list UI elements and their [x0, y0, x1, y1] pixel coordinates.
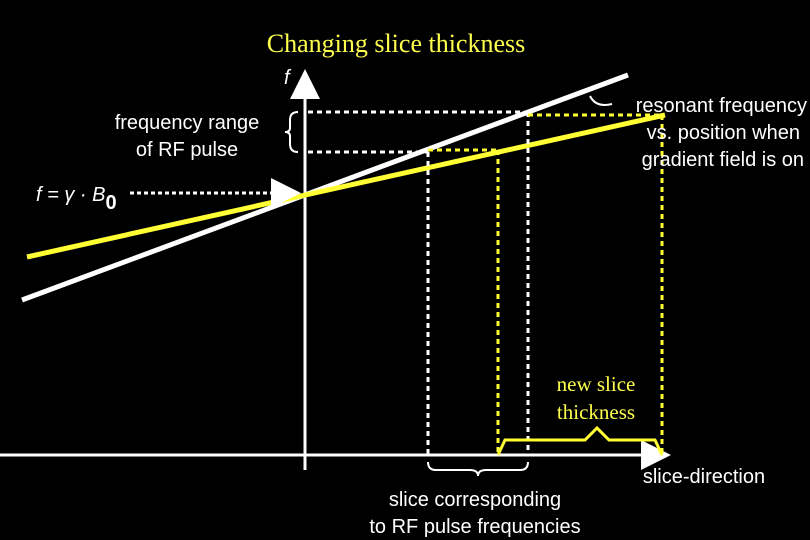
brace-slice	[427, 461, 529, 477]
title: Changing slice thickness	[267, 29, 526, 58]
slice-label: to RF pulse frequencies	[369, 516, 580, 538]
guides-white	[308, 110, 530, 455]
slice-label: slice corresponding	[389, 489, 561, 511]
slice-profile	[496, 425, 664, 456]
pointer	[589, 95, 613, 106]
equation-subscript: 0	[105, 192, 116, 214]
resonant-label: gradient field is on	[642, 149, 804, 171]
new-slice-label: thickness	[557, 400, 635, 424]
brace-frequency	[284, 111, 299, 153]
axis-label: f	[284, 67, 292, 89]
frequency-range-label: frequency range	[115, 112, 260, 134]
equation-text: f = γ · B	[36, 184, 105, 206]
gradient-line-new	[26, 112, 666, 260]
frequency-range-label: of RF pulse	[136, 139, 238, 161]
resonant-label: resonant frequency	[636, 95, 807, 117]
resonant-label: vs. position when	[647, 122, 800, 144]
x-axis-label: slice-direction	[643, 466, 765, 488]
guides-yellow	[428, 113, 664, 455]
new-slice-label: new slice	[557, 372, 636, 396]
gradient-line-original	[21, 72, 629, 303]
equation: f = γ · B0	[36, 184, 117, 214]
